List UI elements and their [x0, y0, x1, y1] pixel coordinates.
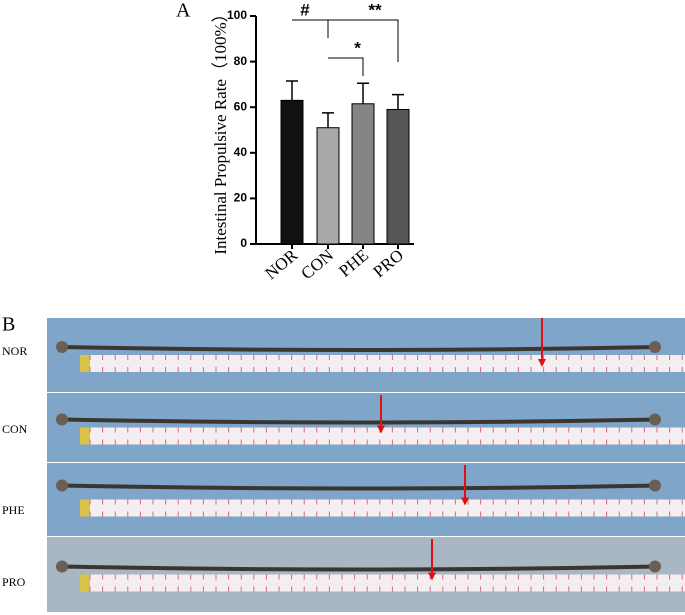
- intestine-end: [56, 341, 68, 353]
- y-tick-label: 40: [234, 145, 248, 159]
- photo-panel: [47, 318, 685, 612]
- tape-ticks: [89, 355, 683, 372]
- tape-ticks: [89, 427, 683, 445]
- arrow-head: [538, 359, 546, 367]
- bar: [280, 99, 304, 245]
- row-label: NOR: [2, 344, 27, 358]
- intestine: [61, 564, 656, 572]
- x-tick-label: PRO: [370, 246, 408, 282]
- panel-label: B: [2, 314, 15, 336]
- bar: [316, 127, 340, 245]
- panel-label: A: [176, 0, 191, 22]
- row-label: PHE: [2, 503, 25, 517]
- bar: [351, 103, 375, 245]
- arrow-head: [428, 572, 436, 581]
- x-tick-label: NOR: [261, 245, 301, 283]
- y-tick-label: 60: [234, 99, 248, 113]
- significance-bracket: [292, 19, 329, 38]
- row-label: PRO: [2, 575, 26, 589]
- intestine-end: [56, 413, 68, 426]
- tape-ticks: [89, 574, 683, 592]
- arrow-head: [461, 497, 469, 506]
- tape-clip: [80, 574, 90, 592]
- significance-bracket: [328, 57, 364, 76]
- bar: [386, 108, 410, 245]
- intestine: [61, 483, 656, 491]
- y-tick-label: 100: [227, 8, 247, 22]
- tape-clip: [80, 355, 90, 372]
- intestine-end: [649, 341, 661, 353]
- intestine-end: [649, 479, 661, 492]
- significance-bracket: [328, 19, 399, 62]
- y-axis-title: Intestinal Propulsive Rate（100%）: [211, 5, 230, 254]
- x-tick-label: CON: [297, 246, 337, 284]
- error-bar: [286, 80, 298, 101]
- intestine: [61, 345, 656, 352]
- tape-measure: [80, 355, 685, 372]
- tape-ticks: [89, 499, 683, 517]
- row-label: CON: [2, 422, 28, 436]
- y-tick-label: 20: [234, 191, 248, 205]
- error-bar: [357, 82, 369, 104]
- intestine-end: [649, 413, 661, 426]
- error-bar: [392, 93, 404, 110]
- tape-clip: [80, 499, 90, 517]
- tape-measure: [80, 499, 685, 517]
- intestine: [61, 417, 656, 425]
- y-tick-label: 0: [240, 236, 247, 250]
- tape-measure: [80, 427, 685, 445]
- intestine-end: [649, 560, 661, 573]
- y-tick-label: 80: [234, 54, 248, 68]
- significance-label: **: [368, 0, 382, 19]
- arrow-head: [377, 425, 385, 434]
- intestine-end: [56, 560, 68, 573]
- significance-label: #: [300, 0, 310, 19]
- x-tick-label: PHE: [335, 246, 372, 281]
- intestine-end: [56, 479, 68, 492]
- tape-clip: [80, 427, 90, 445]
- error-bar: [322, 112, 334, 128]
- significance-label: *: [354, 38, 361, 57]
- tape-measure: [80, 574, 685, 592]
